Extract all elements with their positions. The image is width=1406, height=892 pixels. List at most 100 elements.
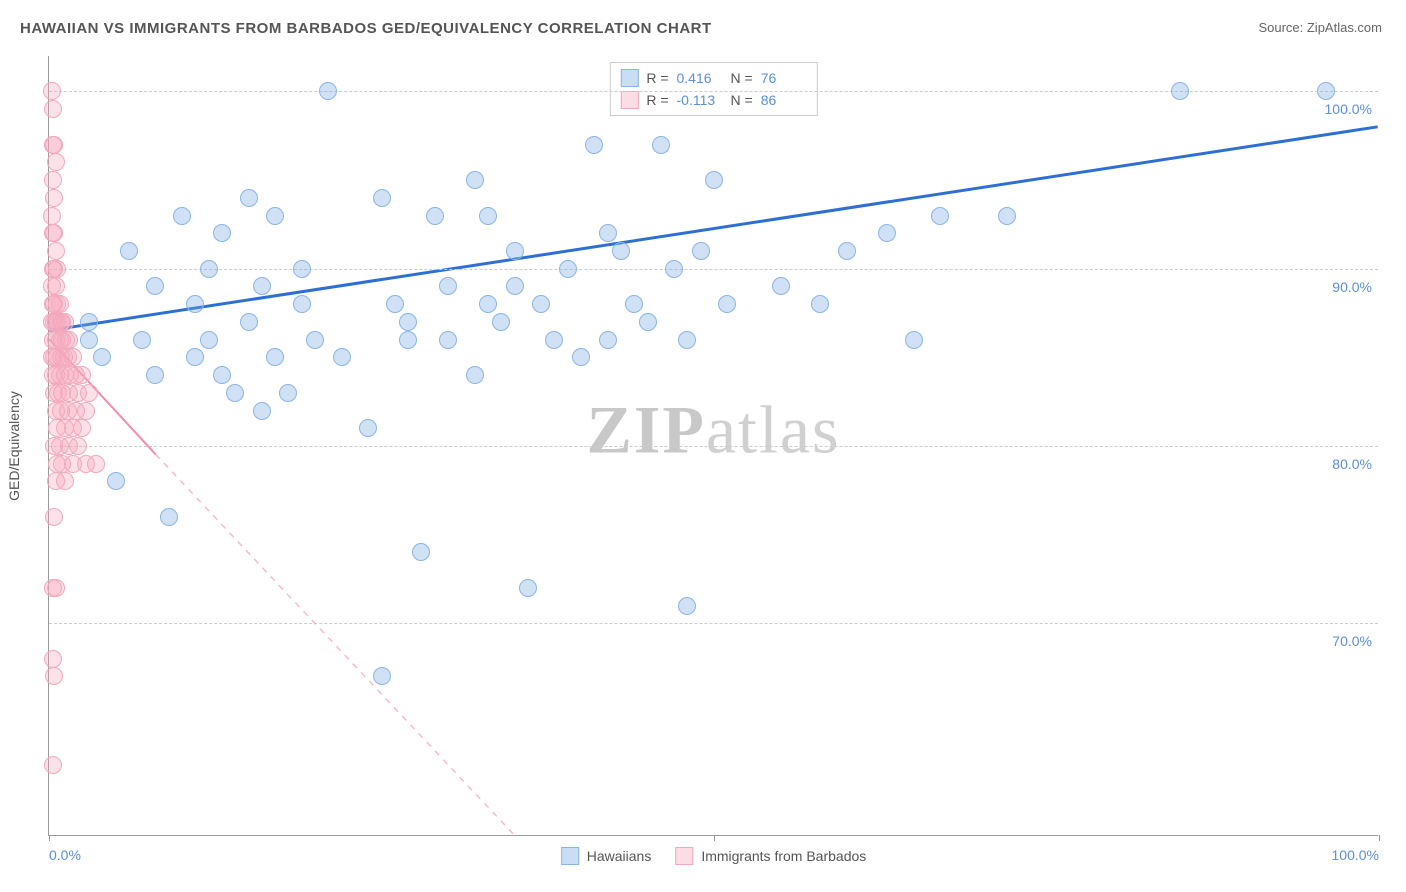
scatter-point <box>120 242 138 260</box>
scatter-point <box>45 189 63 207</box>
scatter-point <box>399 313 417 331</box>
x-tick-mark <box>1379 835 1380 841</box>
scatter-point <box>519 579 537 597</box>
scatter-point <box>48 260 66 278</box>
scatter-point <box>253 402 271 420</box>
scatter-point <box>43 207 61 225</box>
scatter-point <box>64 348 82 366</box>
scatter-point <box>73 366 91 384</box>
scatter-point <box>80 313 98 331</box>
scatter-point <box>399 331 417 349</box>
swatch-pink-icon <box>675 847 693 865</box>
scatter-point <box>692 242 710 260</box>
scatter-point <box>811 295 829 313</box>
scatter-point <box>293 260 311 278</box>
scatter-point <box>652 136 670 154</box>
gridline-h <box>49 623 1378 624</box>
swatch-blue-icon <box>620 69 638 87</box>
trend-line <box>156 454 515 835</box>
scatter-point <box>226 384 244 402</box>
scatter-point <box>705 171 723 189</box>
y-tick-label: 80.0% <box>1332 456 1372 472</box>
scatter-point <box>1171 82 1189 100</box>
x-tick-label: 0.0% <box>49 847 81 863</box>
scatter-point <box>373 667 391 685</box>
x-tick-mark <box>49 835 50 841</box>
scatter-point <box>599 331 617 349</box>
scatter-point <box>44 100 62 118</box>
source-label: Source: <box>1258 20 1306 35</box>
scatter-point <box>47 242 65 260</box>
scatter-point <box>905 331 923 349</box>
scatter-point <box>998 207 1016 225</box>
n-label: N = <box>731 70 753 86</box>
scatter-point <box>240 189 258 207</box>
scatter-point <box>186 295 204 313</box>
scatter-point <box>213 224 231 242</box>
swatch-pink-icon <box>620 91 638 109</box>
scatter-point <box>45 136 63 154</box>
scatter-point <box>200 331 218 349</box>
scatter-point <box>47 579 65 597</box>
legend-item-pink: Immigrants from Barbados <box>675 847 866 865</box>
legend-item-blue: Hawaiians <box>561 847 652 865</box>
watermark-bold: ZIP <box>587 391 706 467</box>
scatter-point <box>838 242 856 260</box>
scatter-point <box>319 82 337 100</box>
chart-plot-area: ZIPatlas R = 0.416 N = 76 R = -0.113 N =… <box>48 56 1378 836</box>
scatter-point <box>293 295 311 313</box>
scatter-point <box>492 313 510 331</box>
watermark-light: atlas <box>706 391 841 467</box>
scatter-point <box>439 277 457 295</box>
scatter-point <box>43 82 61 100</box>
gridline-h <box>49 269 1378 270</box>
scatter-point <box>412 543 430 561</box>
scatter-point <box>77 402 95 420</box>
r-value-blue: 0.416 <box>677 70 723 86</box>
scatter-point <box>213 366 231 384</box>
y-axis-label: GED/Equivalency <box>6 391 22 501</box>
scatter-point <box>506 242 524 260</box>
trend-line <box>49 127 1377 331</box>
scatter-point <box>253 277 271 295</box>
scatter-point <box>69 437 87 455</box>
scatter-point <box>718 295 736 313</box>
scatter-point <box>532 295 550 313</box>
scatter-point <box>506 277 524 295</box>
scatter-point <box>146 366 164 384</box>
scatter-point <box>572 348 590 366</box>
swatch-blue-icon <box>561 847 579 865</box>
scatter-point <box>44 756 62 774</box>
scatter-point <box>47 153 65 171</box>
stats-row-blue: R = 0.416 N = 76 <box>620 67 806 89</box>
scatter-point <box>186 348 204 366</box>
source-value: ZipAtlas.com <box>1307 20 1382 35</box>
scatter-point <box>373 189 391 207</box>
scatter-point <box>625 295 643 313</box>
scatter-point <box>466 171 484 189</box>
scatter-point <box>599 224 617 242</box>
n-label: N = <box>731 92 753 108</box>
scatter-point <box>173 207 191 225</box>
r-value-pink: -0.113 <box>677 92 723 108</box>
scatter-point <box>44 650 62 668</box>
scatter-point <box>333 348 351 366</box>
scatter-point <box>1317 82 1335 100</box>
scatter-point <box>47 277 65 295</box>
scatter-point <box>45 667 63 685</box>
scatter-point <box>56 472 74 490</box>
scatter-point <box>279 384 297 402</box>
scatter-point <box>51 295 69 313</box>
scatter-point <box>306 331 324 349</box>
scatter-point <box>93 348 111 366</box>
scatter-point <box>426 207 444 225</box>
scatter-point <box>80 331 98 349</box>
y-tick-label: 70.0% <box>1332 633 1372 649</box>
scatter-point <box>87 455 105 473</box>
scatter-point <box>133 331 151 349</box>
r-label: R = <box>646 92 668 108</box>
scatter-point <box>80 384 98 402</box>
scatter-point <box>160 508 178 526</box>
scatter-point <box>931 207 949 225</box>
scatter-point <box>439 331 457 349</box>
